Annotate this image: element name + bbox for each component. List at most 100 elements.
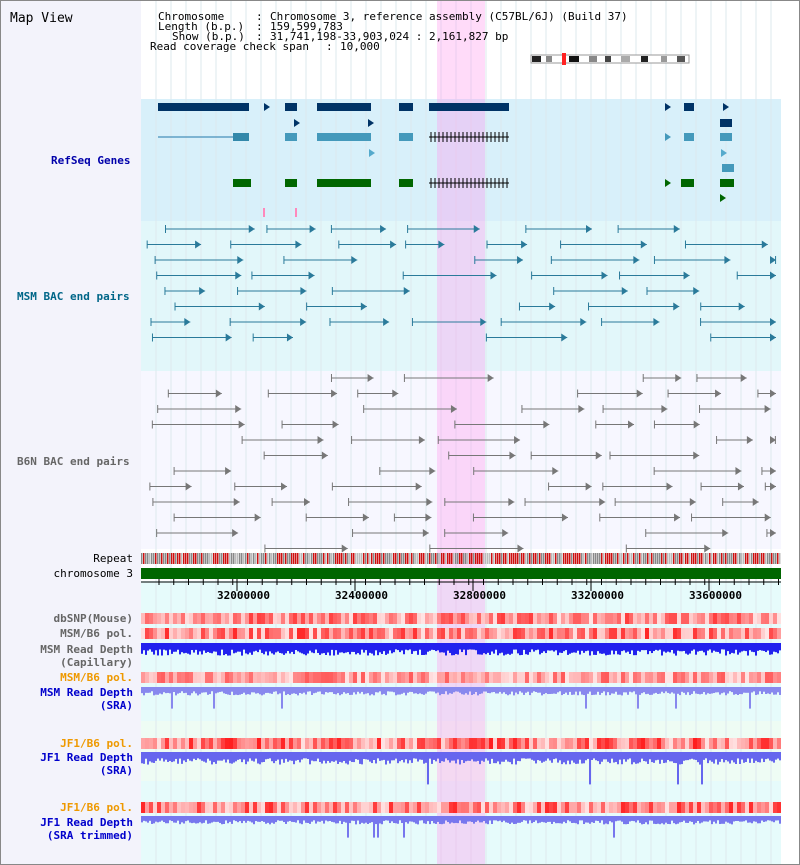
read-depth-bar [587,816,589,823]
read-depth-bar [329,752,331,763]
polymorphism-cell [541,802,545,813]
repeat-element [263,553,265,564]
read-depth-bar [147,643,149,651]
read-depth-bar [325,752,327,764]
repeat-element [393,553,395,564]
read-depth-bar [261,643,263,653]
repeat-element [409,553,411,564]
polymorphism-cell [497,802,501,813]
read-depth-bar [653,816,655,824]
read-depth-bar [599,687,601,695]
read-depth-bar [593,816,595,823]
polymorphism-cell [469,802,473,813]
read-depth-bar [325,643,327,655]
polymorphism-cell [477,628,481,639]
bac-end-arrow [738,302,745,311]
read-depth-bar [763,643,765,651]
read-depth-bar [551,687,553,694]
track-label-b6n-bac[interactable]: B6N BAC end pairs [17,455,130,468]
polymorphism-cell [169,613,173,624]
repeat-element [237,553,239,564]
read-depth-bar [725,687,727,696]
polymorphism-cell [709,672,713,683]
repeat-element [591,553,593,564]
read-depth-bar [233,643,235,654]
bac-end-arrow [360,302,367,311]
read-depth-bar [283,687,285,692]
read-depth-bar [695,643,697,655]
read-depth-bar [621,816,623,822]
polymorphism-cell [217,613,221,624]
read-depth-bar [241,643,243,656]
read-depth-bar [535,816,537,821]
repeat-element [493,553,495,564]
read-depth-bar [639,643,641,652]
polymorphism-cell [361,613,365,624]
read-depth-bar [195,816,197,824]
polymorphism-cell [621,628,625,639]
polymorphism-cell [373,613,377,624]
read-depth-bar [271,687,273,694]
polymorphism-cell [637,672,641,683]
read-depth-bar [463,687,465,695]
read-depth-bar [735,816,737,821]
repeat-element [171,553,173,564]
polymorphism-cell [505,613,509,624]
polymorphism-cell [321,738,325,749]
repeat-element [779,553,781,564]
polymorphism-cell [313,802,317,813]
read-depth-bar [419,816,421,821]
polymorphism-cell [429,672,433,683]
read-depth-bar [305,816,307,823]
bac-end-arrow [517,544,524,553]
polymorphism-cell [625,613,629,624]
read-depth-bar [533,816,535,822]
polymorphism-cell [657,628,661,639]
read-depth-bar [151,643,153,652]
track-label-jf1-trim: JF1 Read Depth [40,816,133,829]
read-depth-bar [523,816,525,821]
read-depth-bar [189,752,191,761]
track-label-refseq-genes[interactable]: RefSeq Genes [51,154,131,167]
read-depth-bar [227,816,229,824]
read-depth-bar [285,816,287,824]
read-depth-bar [391,687,393,692]
read-depth-bar [477,643,479,655]
polymorphism-cell [517,738,521,749]
repeat-element [267,553,269,564]
polymorphism-cell [297,672,301,683]
polymorphism-cell [373,802,377,813]
read-depth-bar [743,687,745,693]
track-label-msm-bac[interactable]: MSM BAC end pairs [17,290,130,303]
polymorphism-cell [197,613,201,624]
repeat-element [477,553,479,564]
read-depth-bar [591,816,593,823]
read-depth-bar [311,643,313,653]
polymorphism-cell [465,613,469,624]
read-depth-bar [513,816,515,825]
read-depth-bar [689,752,691,760]
repeat-element [149,553,151,564]
read-depth-bar [777,816,779,821]
polymorphism-cell [757,738,761,749]
read-depth-bar [671,752,673,762]
read-depth-bar [439,816,441,825]
polymorphism-cell [457,802,461,813]
read-depth-bar [605,752,607,760]
polymorphism-cell [529,738,533,749]
polymorphism-cell [221,628,225,639]
read-depth-bar [771,816,773,822]
read-depth-bar [353,816,355,821]
polymorphism-cell [549,738,553,749]
read-depth-bar [155,643,157,651]
polymorphism-cell [261,613,265,624]
repeat-element [583,553,585,564]
polymorphism-cell [401,672,405,683]
polymorphism-cell [373,628,377,639]
polymorphism-cell [521,613,525,624]
polymorphism-cell [201,738,205,749]
read-depth-bar [385,816,387,821]
polymorphism-cell [721,628,725,639]
read-depth-bar [619,816,621,821]
